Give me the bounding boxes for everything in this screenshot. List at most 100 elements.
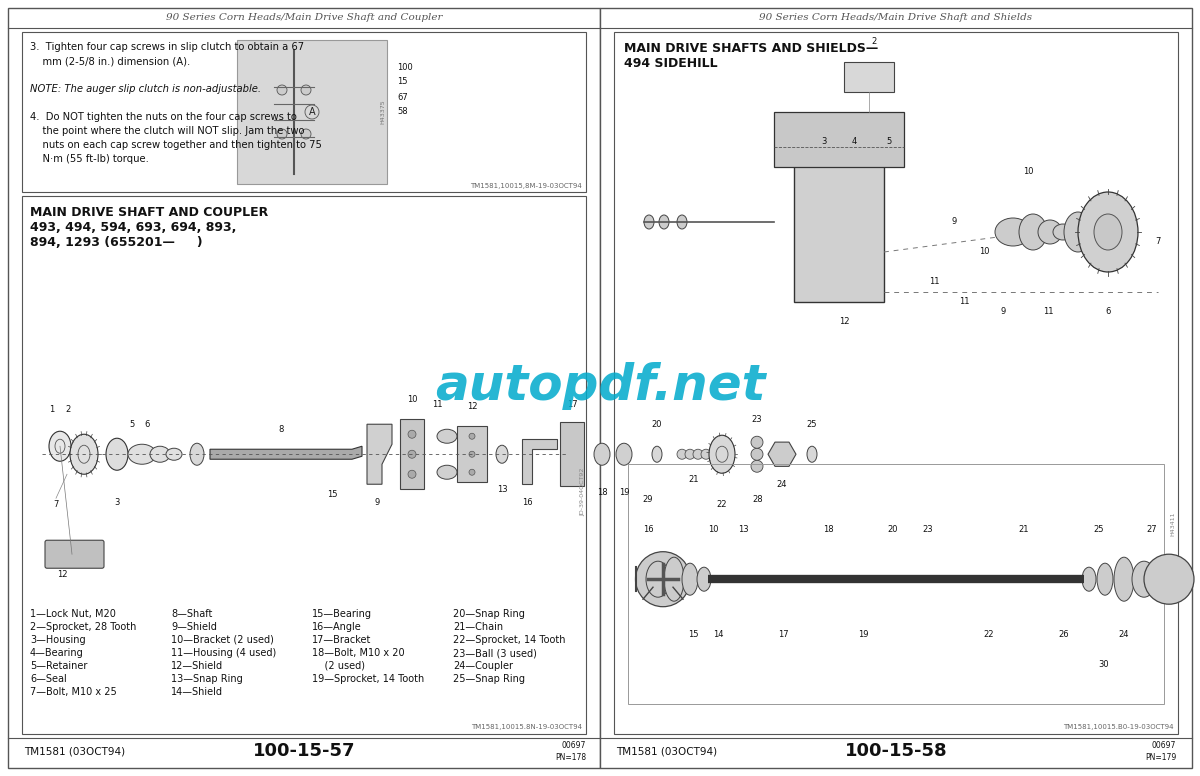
Ellipse shape [49, 431, 71, 461]
Text: 6: 6 [144, 420, 150, 428]
Circle shape [469, 433, 475, 439]
Text: 13: 13 [497, 485, 508, 494]
Text: 2—Sprocket, 28 Tooth: 2—Sprocket, 28 Tooth [30, 622, 137, 632]
Text: 13—Snap Ring: 13—Snap Ring [172, 674, 242, 684]
Text: 24—Coupler: 24—Coupler [454, 661, 514, 671]
Text: 18: 18 [823, 525, 833, 534]
Text: 11: 11 [1043, 307, 1054, 317]
Text: 2: 2 [65, 405, 71, 414]
Text: 21—Chain: 21—Chain [454, 622, 503, 632]
Text: 9: 9 [1001, 307, 1006, 317]
Text: NOTE: The auger slip clutch is non-adjustable.: NOTE: The auger slip clutch is non-adjus… [30, 84, 262, 94]
Text: 15: 15 [688, 629, 698, 639]
Polygon shape [522, 439, 557, 484]
Text: 30: 30 [1099, 660, 1109, 669]
Text: 16: 16 [643, 525, 653, 534]
Text: 67: 67 [397, 92, 408, 102]
Text: 15—Bearing: 15—Bearing [312, 609, 372, 619]
Text: 11: 11 [959, 297, 970, 307]
Ellipse shape [697, 567, 710, 591]
Ellipse shape [190, 443, 204, 466]
Ellipse shape [150, 446, 170, 462]
Ellipse shape [496, 445, 508, 463]
Text: 23: 23 [923, 525, 934, 534]
Circle shape [751, 449, 763, 460]
Circle shape [469, 469, 475, 475]
Bar [774, 112, 904, 167]
Bar [794, 162, 884, 302]
Text: MAIN DRIVE SHAFT AND COUPLER
493, 494, 594, 693, 694, 893,
894, 1293 (655201—   : MAIN DRIVE SHAFT AND COUPLER 493, 494, 5… [30, 206, 269, 249]
Text: 18: 18 [596, 488, 607, 497]
Ellipse shape [594, 443, 610, 466]
Text: 28: 28 [752, 495, 763, 504]
Text: 16: 16 [522, 497, 533, 507]
Text: 11—Housing (4 used): 11—Housing (4 used) [172, 648, 276, 658]
Ellipse shape [682, 563, 698, 595]
Text: mm (2-5/8 in.) dimension (A).: mm (2-5/8 in.) dimension (A). [30, 56, 191, 66]
Text: 19—Sprocket, 14 Tooth: 19—Sprocket, 14 Tooth [312, 674, 425, 684]
Text: 12: 12 [56, 570, 67, 579]
Text: 12—Shield: 12—Shield [172, 661, 223, 671]
Text: 7: 7 [53, 500, 59, 509]
Circle shape [685, 449, 695, 459]
Text: 1: 1 [49, 405, 55, 414]
Circle shape [701, 449, 710, 459]
Text: 9: 9 [952, 217, 956, 227]
Text: 22—Sprocket, 14 Tooth: 22—Sprocket, 14 Tooth [454, 635, 565, 645]
Ellipse shape [1097, 563, 1114, 595]
Text: 4—Bearing: 4—Bearing [30, 648, 84, 658]
Text: 17: 17 [566, 400, 577, 409]
Text: A: A [308, 107, 316, 117]
Polygon shape [768, 442, 796, 466]
Ellipse shape [1019, 214, 1046, 250]
Ellipse shape [646, 561, 670, 598]
Text: 24: 24 [1118, 629, 1129, 639]
Ellipse shape [437, 466, 457, 480]
Ellipse shape [616, 443, 632, 466]
Text: 15: 15 [326, 490, 337, 499]
Polygon shape [367, 424, 392, 484]
Text: the point where the clutch will NOT slip. Jam the two: the point where the clutch will NOT slip… [30, 126, 305, 136]
Ellipse shape [1114, 557, 1134, 601]
Bar [8, 8, 600, 768]
Circle shape [408, 470, 416, 478]
Circle shape [301, 129, 311, 139]
Circle shape [469, 451, 475, 457]
Circle shape [277, 129, 287, 139]
Polygon shape [400, 419, 424, 489]
Ellipse shape [995, 218, 1031, 246]
Text: 90 Series Corn Heads/Main Drive Shaft and Shields: 90 Series Corn Heads/Main Drive Shaft an… [760, 13, 1032, 23]
Ellipse shape [106, 438, 128, 470]
Text: TM1581,10015.8N-19-03OCT94: TM1581,10015.8N-19-03OCT94 [470, 724, 582, 730]
Text: TM1581,10015,8M-19-03OCT94: TM1581,10015,8M-19-03OCT94 [470, 183, 582, 189]
Ellipse shape [70, 435, 98, 474]
Text: 4.  Do NOT tighten the nuts on the four cap screws to: 4. Do NOT tighten the nuts on the four c… [30, 112, 296, 122]
Bar [238, 40, 386, 184]
Text: PN=178: PN=178 [554, 753, 586, 761]
Text: H43375: H43375 [380, 99, 385, 124]
Ellipse shape [636, 552, 690, 607]
Bar [600, 8, 1192, 768]
Text: 2: 2 [871, 37, 877, 47]
Text: 17—Bracket: 17—Bracket [312, 635, 371, 645]
Text: 3—Housing: 3—Housing [30, 635, 85, 645]
Bar [614, 32, 1178, 734]
Ellipse shape [437, 429, 457, 443]
Ellipse shape [709, 435, 734, 473]
Text: 22: 22 [716, 500, 727, 509]
Text: 00697: 00697 [562, 742, 586, 750]
Bar [22, 196, 586, 734]
Text: 10: 10 [407, 395, 418, 404]
Text: 5—Retainer: 5—Retainer [30, 661, 88, 671]
Text: 7—Bolt, M10 x 25: 7—Bolt, M10 x 25 [30, 687, 116, 697]
Circle shape [408, 430, 416, 438]
Text: 25—Snap Ring: 25—Snap Ring [454, 674, 526, 684]
Ellipse shape [1078, 192, 1138, 272]
Ellipse shape [1064, 212, 1092, 252]
Text: 1—Lock Nut, M20: 1—Lock Nut, M20 [30, 609, 116, 619]
Text: H43411: H43411 [1170, 511, 1176, 535]
Ellipse shape [1132, 561, 1156, 598]
Text: JD-39-04OCT92: JD-39-04OCT92 [581, 468, 586, 516]
Text: 8—Shaft: 8—Shaft [172, 609, 212, 619]
Text: 21: 21 [1019, 525, 1030, 534]
